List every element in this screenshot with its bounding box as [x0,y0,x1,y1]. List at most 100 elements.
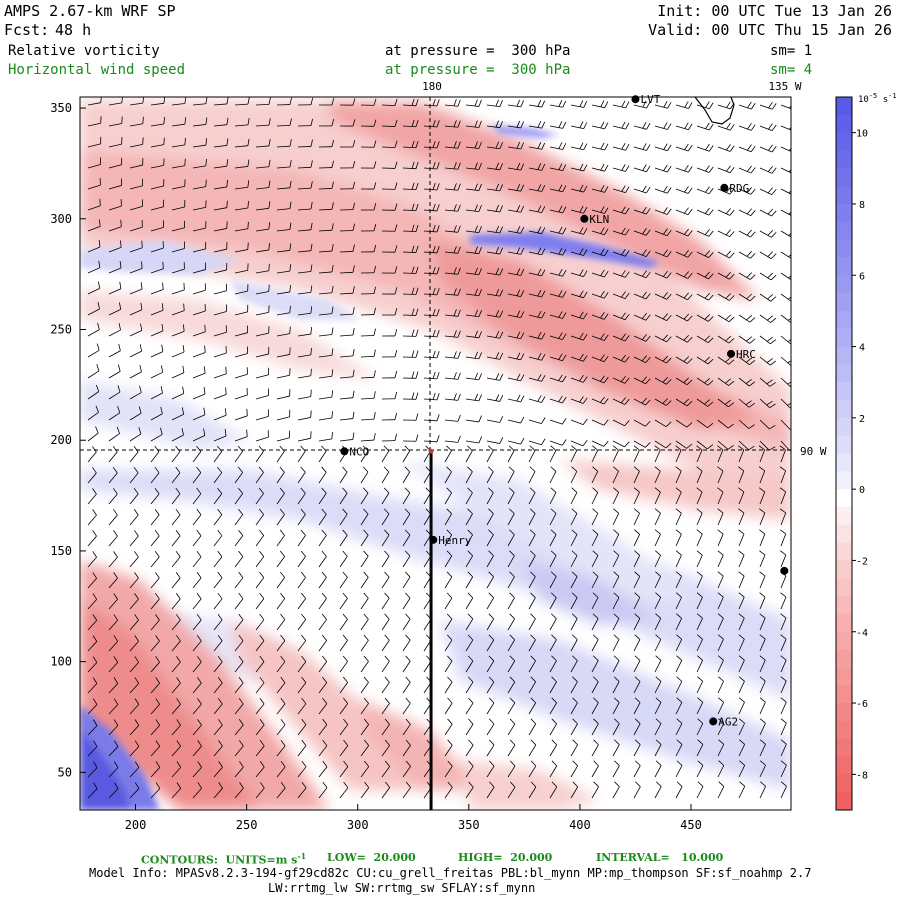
wind-barb [591,697,599,715]
wind-barb [507,416,525,424]
wind-barb [549,466,557,484]
wind-barb [423,435,440,443]
colorbar-segment [836,400,852,419]
wind-barb [633,376,651,385]
wind-barb [402,445,411,463]
wind-barb [507,268,525,276]
wind-barb [192,241,207,253]
wind-barb [318,739,328,757]
wind-barb [108,240,122,253]
wind-barb [297,550,306,568]
wind-barb [402,350,419,358]
wind-barb [297,697,307,715]
wind-barb [213,719,223,736]
wind-barb [675,718,683,736]
wind-barb [444,739,453,757]
wind-barb [150,427,163,442]
wind-barb [591,185,609,193]
wind-barb [192,117,208,127]
wind-barb [150,220,164,232]
wind-barb [171,345,185,358]
wind-barb [360,161,377,169]
contours-units-text: CONTOURS: UNITS=m s [141,853,298,867]
wind-barb [570,121,588,130]
wind-barb [402,266,419,274]
wind-barb [654,739,662,757]
wind-barb [171,614,181,631]
wind-barb [717,613,724,631]
x-tick-label: 350 [458,818,480,832]
station-dot [709,717,718,726]
wind-barb [759,697,766,715]
wind-barb [717,697,724,715]
wind-barb [129,782,140,799]
wind-barb [87,198,101,211]
wind-barb [108,323,121,337]
wind-barb [654,676,662,694]
wind-barb [381,487,390,505]
wind-barb [360,487,369,505]
wind-barb [507,676,516,694]
wind-barb [213,97,229,106]
wind-barb [360,349,376,358]
wind-barb [444,225,461,233]
wind-barb [276,676,286,694]
wind-barb [129,572,139,589]
wind-barb [696,613,703,631]
wind-barb [591,466,599,484]
wind-barb [465,739,474,757]
wind-barb [255,508,264,526]
wind-barb [696,356,714,365]
colorbar-segment [836,364,852,383]
wind-barb [717,571,724,589]
wind-barb [129,302,143,316]
wind-barb [570,613,578,631]
wind-barb [87,761,98,778]
wind-barb [297,160,313,169]
wind-barb [507,445,515,463]
wind-barb [339,244,355,253]
wind-barb [549,163,567,172]
wind-barb [486,592,494,610]
wind-barb [465,330,482,339]
wind-barb [591,163,609,172]
wind-barb [528,529,536,547]
wind-barb [318,244,334,253]
wind-barb [318,181,334,190]
wind-barb [192,445,202,463]
colorbar-segment [836,239,852,258]
wind-barb [570,718,578,736]
wind-barb [318,676,328,694]
wind-barb [675,228,693,237]
wind-barb [507,99,524,108]
colorbar-tick-label: 0 [859,485,865,496]
wind-barb [612,445,619,463]
wind-barb [444,676,453,694]
wind-barb [339,466,348,484]
colorbar-segment [836,293,852,312]
wind-barb [129,614,139,631]
wind-barb [108,761,119,778]
colorbar-unit: 10-5 s-1 [858,92,897,105]
colorbar-segment [836,613,852,633]
wind-barb [507,183,525,192]
wind-barb [633,529,641,547]
wind-barb [108,593,118,610]
wind-barb [423,182,440,191]
wind-barb [234,571,244,589]
wind-barb [759,398,776,409]
wind-barb [633,739,641,757]
wind-barb [675,655,683,673]
wind-barb [150,487,160,505]
wind-barb [654,313,672,321]
colorbar-tick-label: -6 [856,699,868,710]
wind-barb [465,309,482,318]
wind-barb [465,415,483,423]
wind-barb [759,419,776,430]
wind-barb [528,184,546,192]
wind-barb [759,781,766,799]
colorbar-tick-label: -2 [856,556,868,567]
wind-barb [402,613,411,631]
station-markers: LVT RDG KLN HRC NCO Henry AG2 [340,93,789,728]
wind-barb [612,592,620,610]
